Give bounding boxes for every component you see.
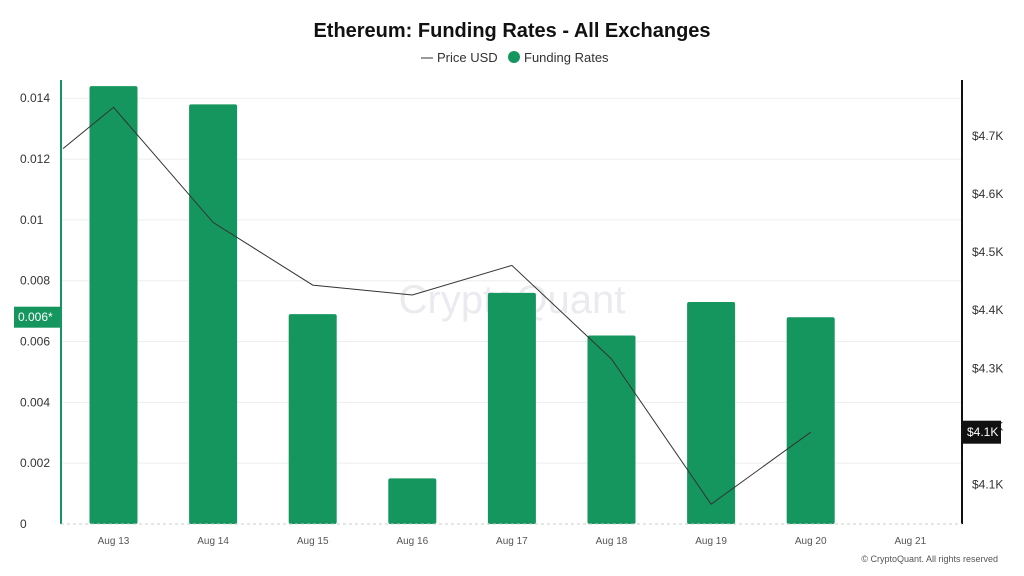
funding-bar — [89, 86, 138, 525]
chart-title: Ethereum: Funding Rates - All Exchanges — [313, 20, 710, 42]
y-left-tick-label: 0 — [20, 517, 27, 531]
funding-bar — [786, 317, 835, 524]
right-axis-ticks: $4.1K$4.1K$4.3K$4.4K$4.5K$4.6K$4.7K — [972, 129, 1003, 492]
y-left-tick-label: 0.004 — [20, 395, 50, 409]
legend-funding-label[interactable]: Funding Rates — [524, 50, 609, 65]
x-tick-label: Aug 13 — [98, 536, 130, 547]
y-left-tick-label: 0.01 — [20, 213, 44, 227]
funding-bar — [487, 292, 536, 524]
funding-bar — [189, 104, 238, 524]
right-current-badge: $4.1K — [963, 420, 1001, 444]
x-tick-label: Aug 14 — [197, 536, 229, 547]
y-right-tick-label: $4.1K — [972, 477, 1003, 491]
y-right-tick-label: $4.7K — [972, 129, 1003, 143]
legend-funding-swatch — [508, 51, 520, 63]
y-left-tick-label: 0.006 — [20, 335, 50, 349]
axes — [60, 80, 963, 525]
legend[interactable]: Price USD Funding Rates — [421, 50, 609, 65]
y-left-tick-label: 0.002 — [20, 456, 50, 470]
left-axis-ticks: 0 0.002 0.004 0.006 0.008 0.01 0.012 0.014 — [20, 91, 50, 531]
y-right-tick-label: $4.6K — [972, 187, 1003, 201]
x-tick-label: Aug 18 — [596, 536, 628, 547]
funding-bar — [288, 314, 337, 524]
right-current-badge-bg — [963, 420, 1001, 444]
y-right-tick-label: $4.3K — [972, 361, 1003, 375]
right-current-badge-text: $4.1K — [967, 425, 998, 439]
left-current-badge-bg — [14, 306, 60, 328]
x-axis-ticks: Aug 13 Aug 14 Aug 15 Aug 16 Aug 17 Aug 18 Aug … — [98, 536, 927, 547]
legend-price-label[interactable]: Price USD — [437, 50, 498, 65]
funding-bar — [687, 302, 736, 524]
funding-bar — [587, 335, 636, 524]
x-tick-label: Aug 16 — [396, 536, 428, 547]
y-right-tick-label: $4.5K — [972, 245, 1003, 259]
price-line — [62, 106, 811, 505]
y-left-tick-label: 0.012 — [20, 152, 50, 166]
y-right-tick-label: $4.4K — [972, 303, 1003, 317]
funding-bar — [388, 478, 437, 524]
x-tick-label: Aug 20 — [795, 536, 827, 547]
y-left-tick-label: 0.008 — [20, 274, 50, 288]
x-tick-label: Aug 21 — [894, 536, 926, 547]
x-tick-label: Aug 19 — [695, 536, 727, 547]
left-current-badge-text: 0.006* — [18, 310, 53, 324]
left-current-badge: 0.006* — [14, 306, 60, 328]
copyright-text: © CryptoQuant. All rights reserved — [861, 554, 998, 564]
price-line-layer — [62, 106, 811, 505]
x-tick-label: Aug 17 — [496, 536, 528, 547]
y-left-tick-label: 0.014 — [20, 91, 50, 105]
x-tick-label: Aug 15 — [297, 536, 329, 547]
